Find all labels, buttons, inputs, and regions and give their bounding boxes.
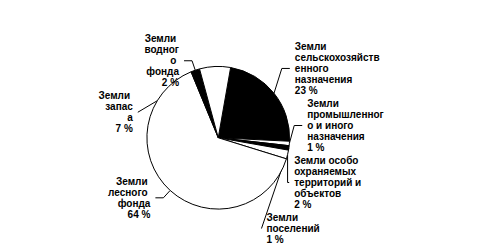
svg-text:Земли: Земли: [98, 90, 132, 101]
svg-text:Земли особо: Земли особо: [294, 155, 361, 166]
svg-text:23 %: 23 %: [295, 85, 318, 96]
svg-text:Земли: Земли: [295, 41, 329, 52]
svg-text:фонда: фонда: [146, 66, 179, 77]
svg-text:Земли: Земли: [266, 212, 300, 223]
svg-text:1 %: 1 %: [266, 234, 283, 245]
svg-text:поселений: поселений: [266, 223, 319, 234]
svg-text:назначения: назначения: [295, 74, 353, 85]
svg-text:2 %: 2 %: [162, 77, 179, 88]
svg-text:о и иного: о и иного: [307, 120, 356, 131]
svg-text:объектов: объектов: [294, 188, 341, 199]
svg-text:промышленног: промышленног: [307, 109, 384, 120]
svg-text:охраняемых: охраняемых: [294, 166, 359, 177]
svg-text:фонда: фонда: [118, 198, 151, 209]
svg-text:Земли: Земли: [145, 33, 179, 44]
svg-text:сельскохозяйств: сельскохозяйств: [295, 52, 380, 63]
svg-text:7 %: 7 %: [116, 123, 133, 134]
svg-text:1 %: 1 %: [307, 142, 324, 153]
svg-text:территорий и: территорий и: [294, 177, 364, 188]
svg-text:енного: енного: [295, 63, 332, 74]
svg-text:2 %: 2 %: [294, 199, 311, 210]
svg-text:лесного: лесного: [108, 187, 150, 198]
svg-text:назначения: назначения: [307, 131, 365, 142]
svg-text:Земли: Земли: [116, 176, 150, 187]
svg-text:запас: запас: [105, 101, 133, 112]
svg-text:а: а: [127, 112, 133, 123]
svg-text:Земли: Земли: [307, 98, 341, 109]
svg-text:64 %: 64 %: [128, 209, 151, 220]
svg-text:водног: водног: [144, 44, 179, 55]
svg-text:о: о: [170, 55, 179, 66]
